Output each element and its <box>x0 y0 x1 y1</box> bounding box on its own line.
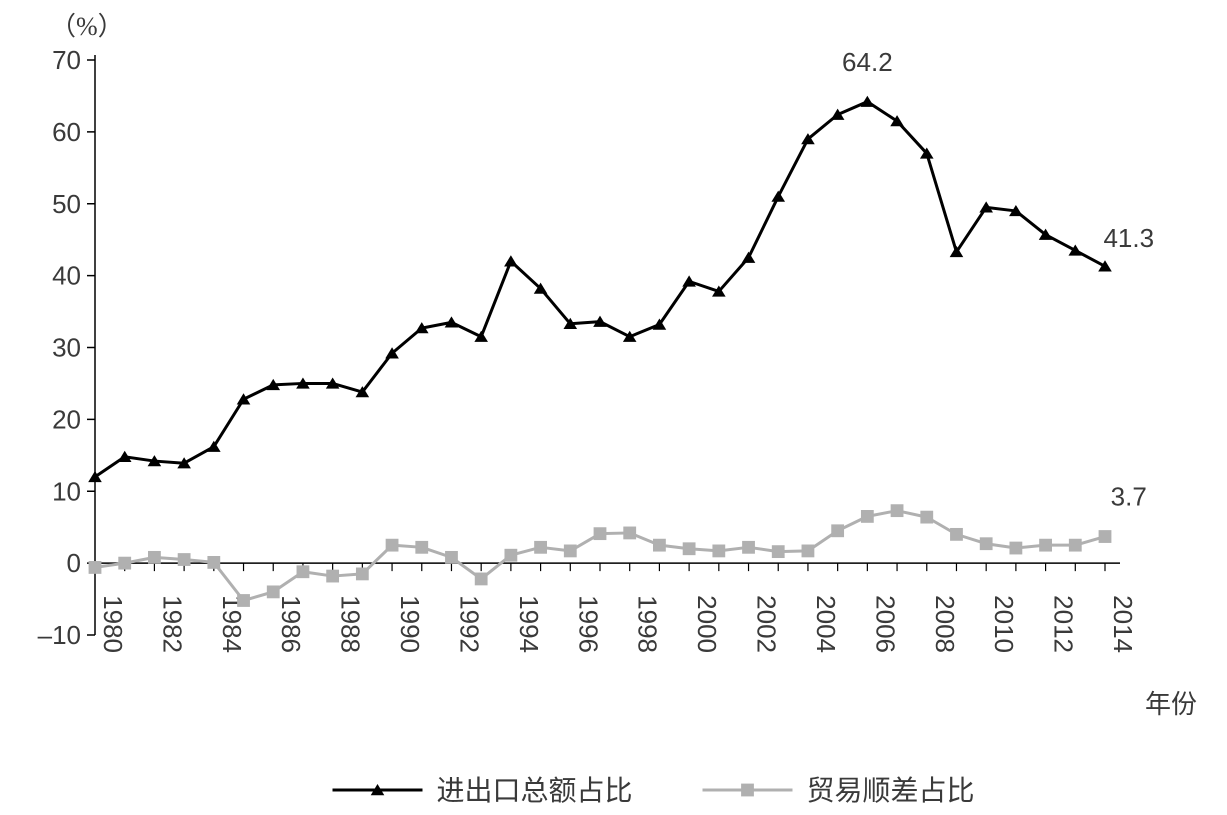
x-tick-label: 1996 <box>573 595 603 653</box>
x-tick-label: 1980 <box>98 595 128 653</box>
y-tick-label: –10 <box>38 620 81 650</box>
x-tick-label: 1990 <box>395 595 425 653</box>
x-tick-label: 2002 <box>752 595 782 653</box>
annotation: 64.2 <box>842 47 893 77</box>
line-chart: –10010203040506070（%）1980198219841986198… <box>0 0 1227 815</box>
x-tick-label: 2000 <box>692 595 722 653</box>
chart-svg: –10010203040506070（%）1980198219841986198… <box>0 0 1227 815</box>
legend-label: 贸易顺差占比 <box>807 775 975 807</box>
y-tick-label: 30 <box>52 333 81 363</box>
annotation: 3.7 <box>1111 482 1147 512</box>
x-tick-label: 2010 <box>989 595 1019 653</box>
y-axis-unit-label: （%） <box>50 12 124 41</box>
x-tick-label: 1998 <box>633 595 663 653</box>
x-tick-label: 1988 <box>336 595 366 653</box>
legend-label: 进出口总额占比 <box>437 775 633 807</box>
x-tick-label: 1986 <box>276 595 306 653</box>
y-tick-label: 40 <box>52 261 81 291</box>
y-tick-label: 50 <box>52 189 81 219</box>
x-tick-label: 2006 <box>870 595 900 653</box>
x-tick-label: 1992 <box>454 595 484 653</box>
y-tick-label: 20 <box>52 404 81 434</box>
x-tick-label: 1994 <box>514 595 544 653</box>
x-tick-label: 2004 <box>811 595 841 653</box>
x-tick-label: 2008 <box>930 595 960 653</box>
x-tick-label: 2014 <box>1108 595 1138 653</box>
annotation: 41.3 <box>1103 223 1154 253</box>
x-axis-label: 年份 <box>1145 690 1197 719</box>
y-tick-label: 60 <box>52 117 81 147</box>
x-tick-label: 1982 <box>157 595 187 653</box>
y-tick-label: 0 <box>67 548 81 578</box>
x-tick-label: 2012 <box>1049 595 1079 653</box>
y-tick-label: 70 <box>52 45 81 75</box>
y-tick-label: 10 <box>52 476 81 506</box>
